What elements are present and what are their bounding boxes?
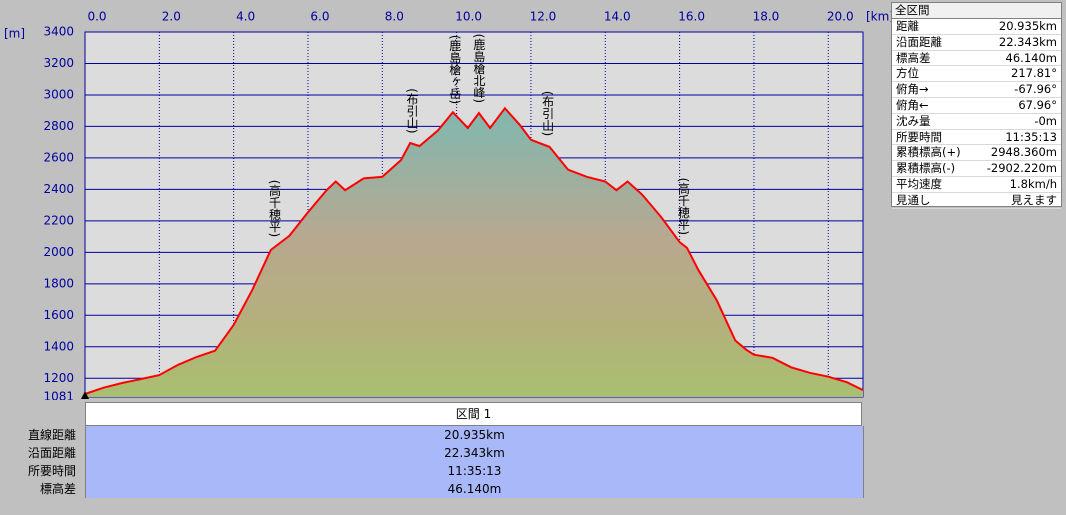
row-value: 20.935km: [998, 19, 1057, 33]
x-tick-label: 4.0: [236, 10, 255, 24]
table-row: 直線距離 20.935km: [0, 426, 866, 444]
panel-row: 平均速度 1.8km/h: [892, 177, 1061, 193]
row-label: 方位: [896, 66, 919, 81]
row-label: 平均速度: [896, 176, 942, 191]
y-tick-label: 2400: [43, 182, 74, 196]
x-tick-label: 2.0: [162, 10, 181, 24]
x-tick-label: 6.0: [310, 10, 329, 24]
x-tick-label: 8.0: [385, 10, 404, 24]
x-tick-label: 18.0: [753, 10, 780, 24]
row-value: 見えます: [1011, 192, 1057, 207]
row-label: 距離: [896, 19, 919, 33]
row-value: -2902.220m: [986, 161, 1057, 176]
y-tick-label: 1081: [43, 390, 74, 401]
y-tick-label: 1400: [43, 339, 74, 353]
row-label: 直線距離: [27, 428, 76, 442]
y-unit: [m]: [4, 27, 25, 41]
x-tick-label: 16.0: [678, 10, 705, 24]
panel-row: 方位 217.81°: [892, 66, 1061, 83]
row-value: 46.140m: [85, 480, 864, 498]
panel-title: 全区間: [892, 3, 1061, 19]
x-tick-label: 20.0: [827, 10, 854, 24]
panel-row: 累積標高(+) 2948.360m: [892, 145, 1061, 162]
row-value: 67.96°: [1018, 97, 1057, 112]
y-tick-label: 2000: [43, 245, 74, 259]
row-value: 22.343km: [85, 444, 864, 462]
table-row: 標高差 46.140m: [0, 480, 866, 498]
row-label: 俯角→: [896, 82, 929, 97]
start-marker: [81, 391, 89, 399]
y-tick-label: 3200: [43, 56, 74, 70]
panel-row: 見通し 見えます: [892, 193, 1061, 209]
row-value: 46.140m: [1005, 50, 1057, 65]
row-value: 11:35:13: [85, 462, 864, 480]
chart: [m] [km] 1081 1200 1400 1600 1800 2000 2200 240…: [4, 10, 894, 401]
y-tick-label: 2800: [43, 119, 74, 133]
row-label: 所要時間: [27, 464, 76, 478]
summary-panel: 全区間 距離 20.935km 沿面距離 22.343km 標高差 46.140m 方位 21…: [891, 2, 1062, 209]
y-tick-label: 1800: [43, 276, 74, 290]
y-tick-label: 1200: [43, 371, 74, 385]
annotation: (布引山): [405, 88, 419, 133]
x-tick-label: 0.0: [87, 10, 106, 24]
section-table: 区間 1 直線距離 20.935km 沿面距離 22.343km 所要時間 11:35:1…: [0, 402, 866, 498]
row-label: 標高差: [896, 50, 931, 65]
x-tick-label: 10.0: [455, 10, 482, 24]
row-label: 標高差: [39, 482, 76, 496]
row-label: 俯角←: [896, 97, 929, 112]
y-tick-label: 2600: [43, 150, 74, 164]
row-label: 所要時間: [896, 129, 942, 144]
panel-row: 俯角← 67.96°: [892, 98, 1061, 114]
row-value: 22.343km: [998, 34, 1057, 49]
panel-row: 沈み量 -0m: [892, 114, 1061, 130]
elevation-line: [84, 106, 864, 395]
row-value: 217.81°: [1011, 66, 1057, 81]
y-tick-label: 3400: [43, 25, 74, 39]
row-value: -0m: [1034, 113, 1057, 128]
row-label: 見通し: [896, 192, 931, 207]
row-label: 沿面距離: [27, 446, 76, 460]
elevation-area: [85, 108, 863, 398]
y-tick-label: 3000: [43, 87, 74, 101]
table-row: 沿面距離 22.343km: [0, 444, 866, 462]
row-value: -67.96°: [1014, 82, 1057, 97]
annotation: (鹿島槍ヶ岳): [448, 35, 462, 104]
annotation: (高千穂平): [268, 180, 282, 237]
panel-row: 沿面距離 22.343km: [892, 35, 1061, 51]
row-label: 沿面距離: [896, 34, 942, 49]
table-row: 所要時間 11:35:13: [0, 462, 866, 480]
row-value: 11:35:13: [1005, 129, 1057, 144]
row-label: 累積標高(-): [896, 161, 956, 176]
row-value: 20.935km: [85, 426, 864, 444]
panel-row: 距離 20.935km: [892, 19, 1061, 35]
annotation: (高千穂平): [676, 178, 690, 235]
y-tick-label: 2200: [43, 213, 74, 227]
row-label: 沈み量: [896, 113, 931, 128]
row-value: 2948.360m: [990, 145, 1057, 160]
x-tick-label: 14.0: [604, 10, 631, 24]
panel-row: 俯角→ -67.96°: [892, 82, 1061, 98]
y-tick-label: 1600: [43, 308, 74, 322]
panel-row: 標高差 46.140m: [892, 51, 1061, 67]
section-header: 区間 1: [85, 402, 862, 426]
panel-row: 所要時間 11:35:13: [892, 130, 1061, 146]
row-label: 累積標高(+): [896, 145, 961, 160]
panel-row: 累積標高(-) -2902.220m: [892, 161, 1061, 177]
annotation: (鹿島槍北峰): [472, 34, 486, 103]
row-value: 1.8km/h: [1009, 176, 1057, 191]
x-tick-label: 12.0: [530, 10, 557, 24]
annotation: (布引山): [541, 91, 555, 136]
x-unit: [km]: [866, 10, 894, 24]
